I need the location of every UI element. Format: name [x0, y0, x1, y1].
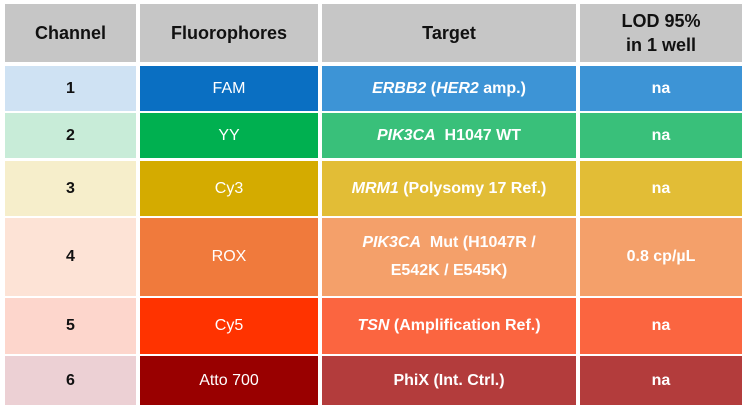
target-gene: PIK3CA [376, 126, 436, 144]
cell-channel: 1 [5, 66, 136, 111]
cell-fluorophore: FAM [140, 66, 318, 111]
target-label: PhiX (Int. Ctrl.) [393, 371, 505, 389]
cell-lod: na [580, 66, 742, 111]
cell-target: PIK3CA Mut (H1047R / E542K / E545K) [322, 218, 576, 296]
target-label: Mut (H1047R / [421, 234, 536, 251]
cell-lod: na [580, 161, 742, 216]
cell-lod: 0.8 cp/µL [580, 218, 742, 296]
cell-fluorophore: Cy5 [140, 298, 318, 354]
target-text: PhiX (Int. Ctrl.) [393, 367, 504, 395]
target-text: ERBB2 (HER2 amp.) [372, 75, 526, 103]
target-label: ( [426, 79, 437, 97]
target-gene: MRM1 [351, 179, 399, 197]
cell-target: PhiX (Int. Ctrl.) [322, 356, 576, 405]
header-target: Target [322, 4, 576, 62]
target-label: E542K / E545K) [390, 262, 508, 279]
target-label: amp.) [478, 79, 526, 97]
target-gene: TSN [357, 317, 390, 334]
cell-target: ERBB2 (HER2 amp.) [322, 66, 576, 111]
cell-channel: 6 [5, 356, 136, 405]
cell-lod: na [580, 298, 742, 354]
target-label: (Polysomy 17 Ref.) [398, 179, 547, 197]
cell-channel: 5 [5, 298, 136, 354]
cell-lod: na [580, 113, 742, 158]
target-text: PIK3CA H1047 WT [377, 122, 521, 150]
target-gene: HER2 [436, 79, 479, 97]
cell-target: MRM1 (Polysomy 17 Ref.) [322, 161, 576, 216]
target-text: MRM1 (Polysomy 17 Ref.) [352, 175, 547, 203]
cell-target: PIK3CA H1047 WT [322, 113, 576, 158]
cell-fluorophore: ROX [140, 218, 318, 296]
cell-target: TSN (Amplification Ref.) [322, 298, 576, 354]
target-label: (Amplification Ref.) [389, 317, 541, 334]
cell-fluorophore: Cy3 [140, 161, 318, 216]
cell-fluorophore: YY [140, 113, 318, 158]
header-lod-line2: in 1 well [625, 35, 697, 55]
target-text: TSN (Amplification Ref.) [357, 312, 540, 340]
cell-fluorophore: Atto 700 [140, 356, 318, 405]
target-gene: ERBB2 [372, 79, 427, 97]
cell-channel: 3 [5, 161, 136, 216]
header-lod: LOD 95% in 1 well [580, 4, 742, 62]
header-channel: Channel [5, 4, 136, 62]
header-lod-line1: LOD 95% [621, 11, 701, 31]
cell-channel: 2 [5, 113, 136, 158]
target-text: PIK3CA Mut (H1047R / E542K / E545K) [362, 229, 535, 285]
target-gene: PIK3CA [362, 234, 421, 251]
target-label: H1047 WT [435, 126, 522, 144]
header-fluorophores: Fluorophores [140, 4, 318, 62]
cell-channel: 4 [5, 218, 136, 296]
cell-lod: na [580, 356, 742, 405]
